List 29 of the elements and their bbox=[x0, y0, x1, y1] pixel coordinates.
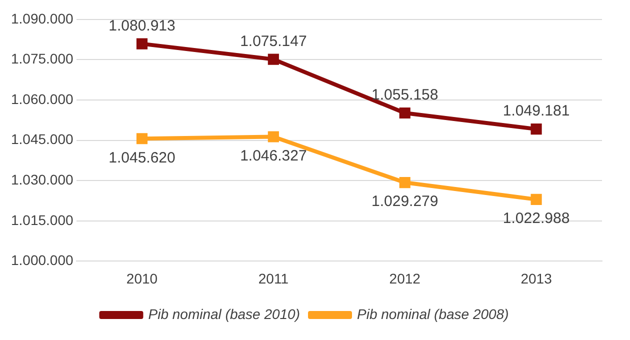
y-tick-label: 1.015.000 bbox=[10, 212, 74, 228]
y-tick-label: 1.000.000 bbox=[10, 252, 74, 268]
y-tick-label: 1.045.000 bbox=[10, 131, 74, 148]
data-label: 1.080.913 bbox=[108, 17, 176, 34]
point bbox=[530, 194, 542, 205]
legend-label: Pib nominal (base 2008) bbox=[357, 306, 509, 322]
data-label: 1.055.158 bbox=[371, 86, 438, 104]
x-tick-label: 2012 bbox=[389, 270, 421, 286]
x-tick-label: 2011 bbox=[258, 270, 289, 286]
y-tick-label: 1.060.000 bbox=[10, 90, 74, 107]
x-tick-label: 2010 bbox=[126, 270, 158, 286]
data-label: 1.022.988 bbox=[502, 210, 570, 228]
point bbox=[136, 133, 148, 144]
point bbox=[399, 107, 410, 119]
point bbox=[136, 38, 148, 50]
point bbox=[268, 54, 279, 65]
data-label: 1.046.327 bbox=[240, 147, 307, 164]
data-label: 1.075.147 bbox=[240, 32, 307, 50]
x-tick-label: 2013 bbox=[520, 270, 552, 286]
y-tick-label: 1.030.000 bbox=[10, 171, 74, 188]
data-label: 1.049.181 bbox=[502, 102, 570, 120]
point bbox=[530, 124, 542, 135]
y-tick-label: 1.075.000 bbox=[10, 50, 74, 67]
data-label: 1.045.620 bbox=[108, 149, 176, 166]
point bbox=[399, 177, 410, 188]
point bbox=[268, 131, 279, 142]
data-label: 1.029.279 bbox=[371, 193, 438, 210]
y-tick-label: 1.090.000 bbox=[10, 10, 74, 26]
legend-label: Pib nominal (base 2010) bbox=[148, 306, 300, 322]
